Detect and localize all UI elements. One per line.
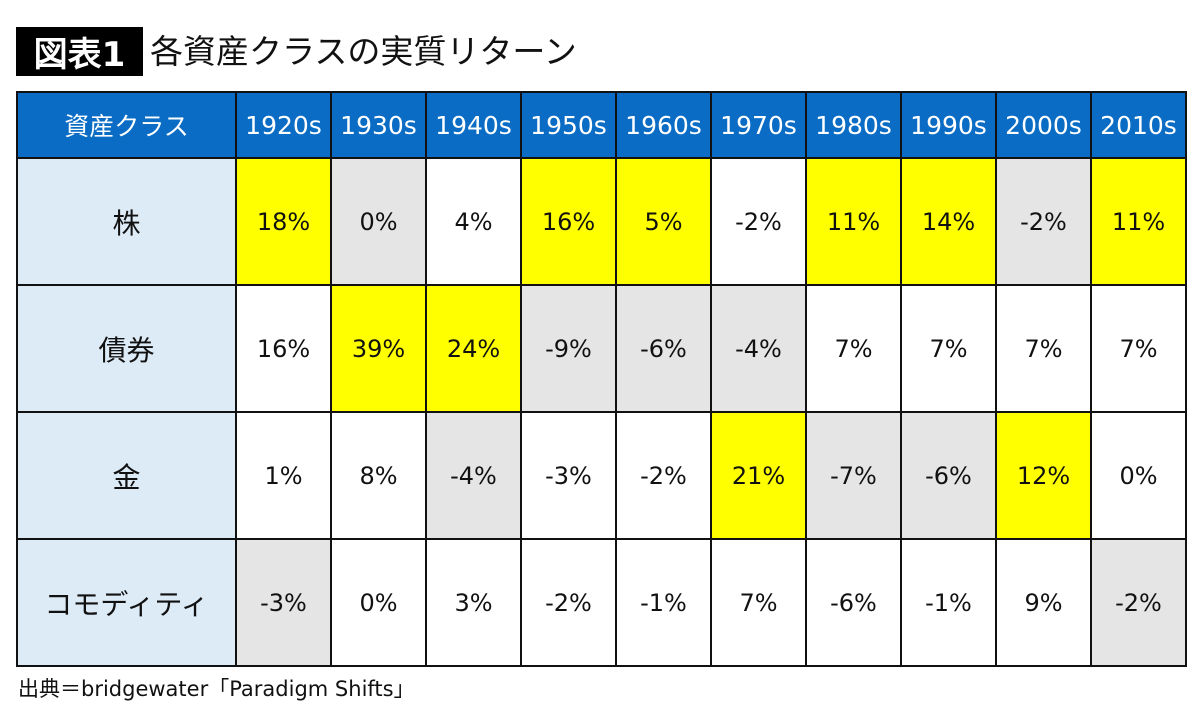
figure-badge: 図表1 <box>16 27 143 76</box>
value-cell: -4% <box>425 411 522 540</box>
value-cell: -3% <box>520 411 617 540</box>
value-cell: 14% <box>900 157 997 286</box>
row-label: 株 <box>16 157 237 286</box>
row-label: 債券 <box>16 284 237 413</box>
value-cell: 12% <box>995 411 1092 540</box>
column-header: 1930s <box>330 91 427 159</box>
value-cell: -6% <box>900 411 997 540</box>
value-cell: 5% <box>615 157 712 286</box>
value-cell: 11% <box>805 157 902 286</box>
value-cell: 3% <box>425 538 522 667</box>
table-row: コモディティ -3% 0% 3% -2% -1% 7% -6% -1% 9% -2% <box>16 538 1187 667</box>
column-header: 1960s <box>615 91 712 159</box>
value-cell: 0% <box>330 157 427 286</box>
chart-title: 各資産クラスの実質リターン <box>150 32 577 71</box>
value-cell: -7% <box>805 411 902 540</box>
value-cell: 1% <box>235 411 332 540</box>
returns-table: 資産クラス 1920s 1930s 1940s 1950s 1960s 1970s 1980… <box>16 91 1187 667</box>
value-cell: -2% <box>995 157 1092 286</box>
value-cell: -6% <box>615 284 712 413</box>
column-header: 1950s <box>520 91 617 159</box>
value-cell: -6% <box>805 538 902 667</box>
value-cell: 0% <box>330 538 427 667</box>
table-row: 金 1% 8% -4% -3% -2% 21% -7% -6% 12% 0% <box>16 411 1187 540</box>
value-cell: 7% <box>995 284 1092 413</box>
column-header: 2000s <box>995 91 1092 159</box>
header-row: 資産クラス 1920s 1930s 1940s 1950s 1960s 1970s 1980… <box>16 91 1187 159</box>
value-cell: 7% <box>900 284 997 413</box>
source-note: 出典＝bridgewater「Paradigm Shifts」 <box>18 677 415 701</box>
value-cell: -3% <box>235 538 332 667</box>
value-cell: 18% <box>235 157 332 286</box>
column-header: 1970s <box>710 91 807 159</box>
value-cell: -1% <box>900 538 997 667</box>
column-header: 1920s <box>235 91 332 159</box>
value-cell: -2% <box>710 157 807 286</box>
value-cell: 21% <box>710 411 807 540</box>
value-cell: 7% <box>805 284 902 413</box>
value-cell: 16% <box>235 284 332 413</box>
table-row: 債券 16% 39% 24% -9% -6% -4% 7% 7% 7% 7% <box>16 284 1187 413</box>
value-cell: -1% <box>615 538 712 667</box>
value-cell: 7% <box>710 538 807 667</box>
value-cell: -2% <box>520 538 617 667</box>
value-cell: 4% <box>425 157 522 286</box>
value-cell: 7% <box>1090 284 1187 413</box>
value-cell: 8% <box>330 411 427 540</box>
column-header: 2010s <box>1090 91 1187 159</box>
row-label: コモディティ <box>16 538 237 667</box>
column-header: 1940s <box>425 91 522 159</box>
table-row: 株 18% 0% 4% 16% 5% -2% 11% 14% -2% 11% <box>16 157 1187 286</box>
value-cell: 11% <box>1090 157 1187 286</box>
value-cell: 39% <box>330 284 427 413</box>
row-label: 金 <box>16 411 237 540</box>
value-cell: -2% <box>615 411 712 540</box>
column-header: 1990s <box>900 91 997 159</box>
value-cell: 24% <box>425 284 522 413</box>
value-cell: 16% <box>520 157 617 286</box>
value-cell: 9% <box>995 538 1092 667</box>
value-cell: 0% <box>1090 411 1187 540</box>
value-cell: -9% <box>520 284 617 413</box>
value-cell: -2% <box>1090 538 1187 667</box>
corner-header: 資産クラス <box>16 91 237 159</box>
column-header: 1980s <box>805 91 902 159</box>
value-cell: -4% <box>710 284 807 413</box>
